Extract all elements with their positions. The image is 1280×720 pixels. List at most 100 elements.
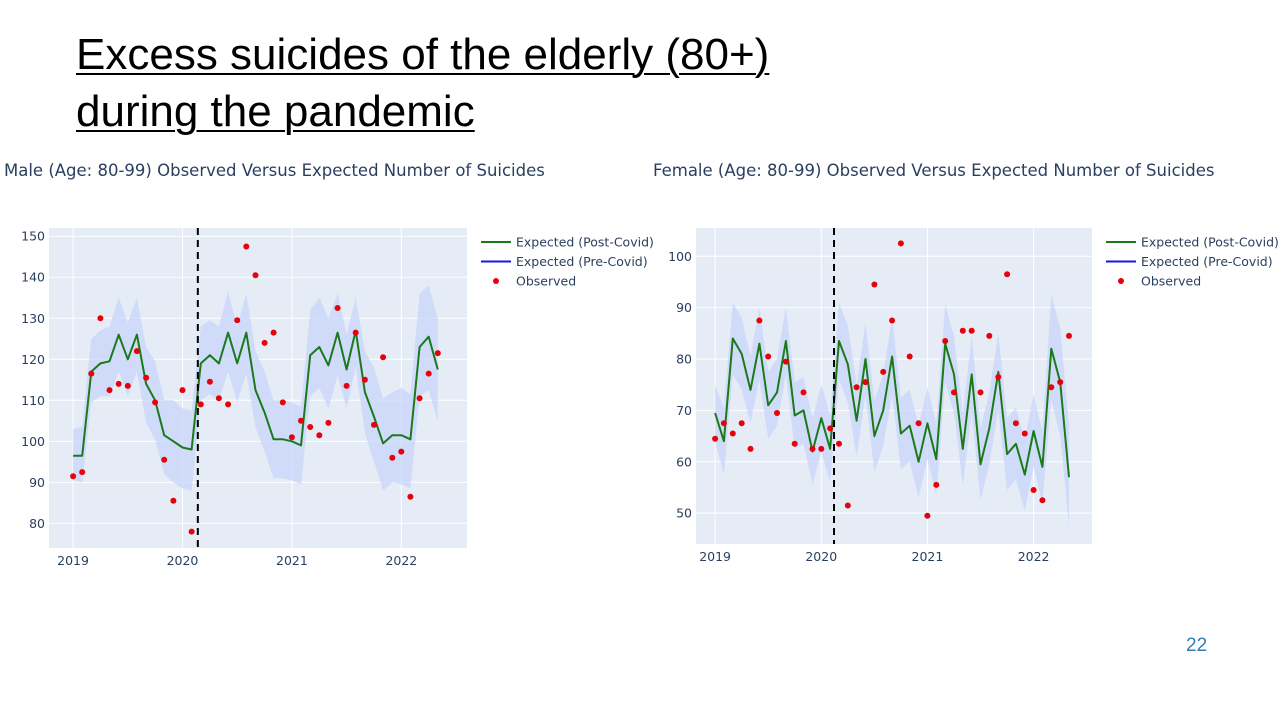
observed-point xyxy=(170,497,177,504)
observed-point xyxy=(288,434,295,441)
legend-label: Expected (Post-Covid) xyxy=(1141,235,1279,250)
x-tick-label: 2019 xyxy=(699,549,731,564)
observed-point xyxy=(1066,332,1072,339)
observed-point xyxy=(915,420,922,427)
y-tick-label: 120 xyxy=(21,352,45,367)
observed-point xyxy=(1004,271,1011,278)
observed-point xyxy=(774,410,780,416)
observed-point xyxy=(97,315,104,322)
observed-point xyxy=(756,317,763,324)
x-tick-label: 2021 xyxy=(912,549,944,564)
observed-point xyxy=(380,354,387,361)
observed-point xyxy=(782,358,789,365)
y-tick-label: 150 xyxy=(21,229,45,244)
observed-point xyxy=(924,512,931,519)
observed-point xyxy=(234,317,241,324)
observed-point xyxy=(871,281,878,288)
page-number: 22 xyxy=(1186,635,1208,656)
observed-point xyxy=(942,338,949,344)
observed-point xyxy=(818,445,825,452)
observed-point xyxy=(747,445,754,452)
x-tick-label: 2020 xyxy=(805,549,837,564)
expected-post-covid-line xyxy=(714,337,1070,478)
observed-point xyxy=(951,389,957,396)
x-tick-label: 2022 xyxy=(385,553,417,568)
observed-point xyxy=(844,502,851,509)
observed-point xyxy=(188,528,195,535)
observed-point xyxy=(115,380,122,387)
legend-observed-swatch xyxy=(493,278,499,284)
observed-point xyxy=(270,329,277,336)
observed-point xyxy=(889,317,896,324)
observed-point xyxy=(70,473,77,480)
expected-confidence-band xyxy=(715,294,1069,526)
observed-point xyxy=(398,448,405,455)
observed-point xyxy=(416,395,423,402)
observed-point xyxy=(959,327,966,334)
y-tick-label: 130 xyxy=(21,311,45,326)
observed-point xyxy=(434,350,441,357)
observed-point xyxy=(88,370,95,377)
observed-point xyxy=(862,379,869,386)
observed-point xyxy=(225,401,232,408)
observed-point xyxy=(906,353,913,360)
observed-point xyxy=(79,469,86,476)
observed-point xyxy=(933,481,940,488)
y-tick-label: 110 xyxy=(21,393,45,408)
x-tick-label: 2020 xyxy=(167,553,199,568)
male-chart-title: Male (Age: 80-99) Observed Versus Expect… xyxy=(4,161,545,180)
female-chart-title: Female (Age: 80-99) Observed Versus Expe… xyxy=(653,161,1215,180)
observed-point xyxy=(307,424,314,430)
y-tick-label: 70 xyxy=(676,403,692,418)
observed-point xyxy=(977,389,984,396)
observed-point xyxy=(252,272,259,279)
observed-point xyxy=(316,432,323,439)
legend-observed-swatch xyxy=(1118,278,1124,284)
observed-point xyxy=(995,374,1002,380)
observed-point xyxy=(161,456,168,463)
observed-point xyxy=(1021,430,1028,437)
observed-point xyxy=(1039,497,1046,504)
legend-label: Observed xyxy=(1141,274,1201,289)
observed-point xyxy=(133,348,140,355)
observed-point xyxy=(800,389,807,396)
observed-point xyxy=(720,420,727,427)
observed-point xyxy=(361,376,368,383)
female-chart: 50 60 70 80 90 100 2019 2020 2021 2022 Expected (P… xyxy=(668,228,1279,564)
observed-point xyxy=(880,368,887,375)
observed-point xyxy=(197,401,204,408)
observed-point xyxy=(791,440,798,447)
observed-point xyxy=(986,332,993,339)
observed-point xyxy=(215,395,222,402)
y-tick-label: 90 xyxy=(29,475,45,490)
y-tick-label: 100 xyxy=(21,434,45,449)
observed-point xyxy=(152,399,159,406)
observed-point xyxy=(298,417,304,424)
observed-point xyxy=(371,421,377,428)
observed-point xyxy=(738,420,745,427)
observed-point xyxy=(143,374,150,381)
male-chart: 80 90 100 110 120 130 140 150 2019 2020 2021 2022 Ex… xyxy=(21,228,654,568)
observed-point xyxy=(712,435,719,442)
y-tick-label: 80 xyxy=(676,352,692,367)
observed-point xyxy=(1048,384,1055,391)
observed-point xyxy=(179,387,186,394)
observed-point xyxy=(325,419,332,426)
observed-point xyxy=(1057,379,1064,386)
observed-point xyxy=(1012,420,1019,427)
observed-point xyxy=(261,339,268,346)
slide-title-line-2: during the pandemic xyxy=(76,87,475,136)
observed-point xyxy=(407,493,414,500)
observed-point xyxy=(809,445,816,452)
observed-point xyxy=(836,440,842,447)
observed-point xyxy=(827,425,834,432)
observed-point xyxy=(279,399,286,406)
y-tick-label: 60 xyxy=(676,454,692,469)
y-tick-label: 100 xyxy=(668,249,692,264)
observed-point xyxy=(389,454,396,461)
observed-point xyxy=(334,305,341,311)
legend-label: Observed xyxy=(516,274,576,289)
y-tick-label: 90 xyxy=(676,300,692,315)
slide-title-line-1: Excess suicides of the elderly (80+) xyxy=(76,30,770,79)
expected-post-covid-line xyxy=(73,329,439,457)
